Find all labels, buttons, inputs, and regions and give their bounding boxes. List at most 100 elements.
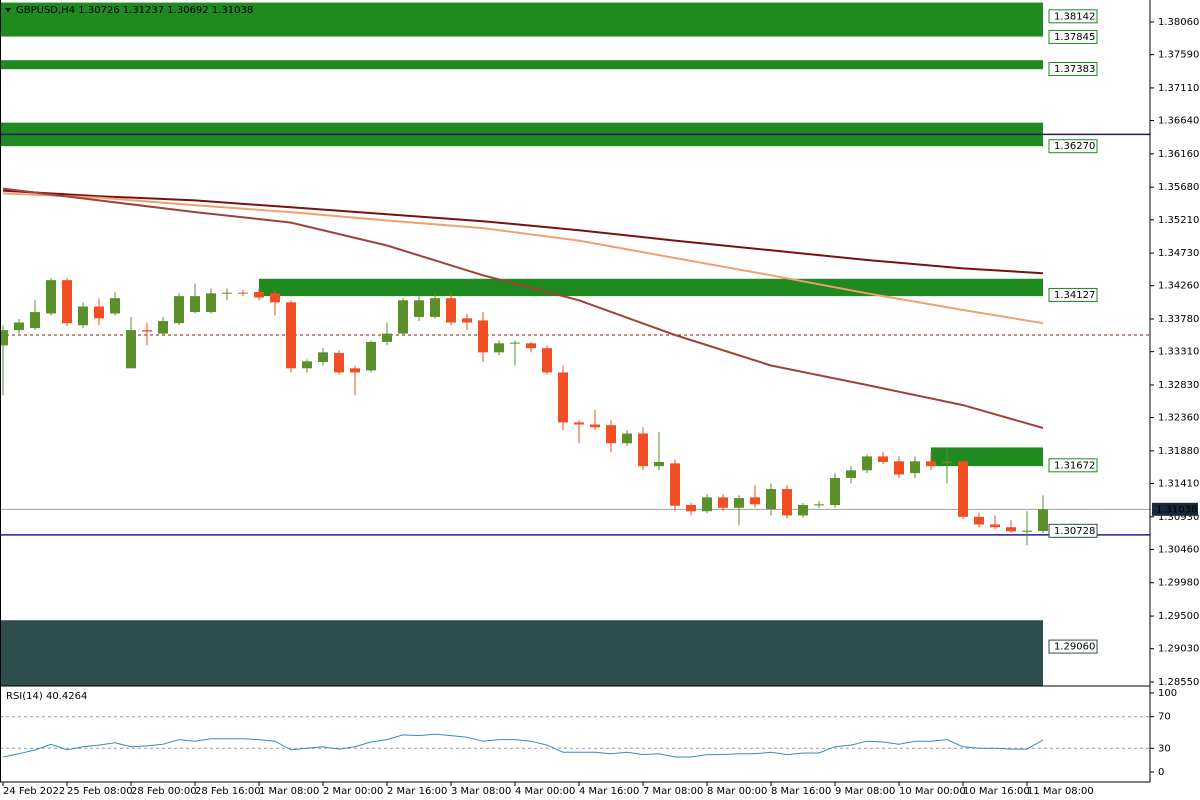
x-tick-label: 11 Mar 08:00 [1027,786,1094,797]
level-label-box [1048,639,1098,654]
price-panel: 1.38142 1.37845 1.37383 1.36270 1.34127 1.316… [0,2,1150,687]
rsi-y-tick-label: 30 [1158,743,1171,754]
x-tick-label: 10 Mar 16:00 [963,786,1030,797]
candle-body [494,343,504,353]
y-tick-label: 1.38060 [1158,17,1199,28]
y-tick-label: 1.31410 [1158,478,1199,489]
candle-body [574,422,584,425]
candle-body [910,461,920,474]
x-tick-label: 10 Mar 00:00 [899,786,966,797]
level-label-box [1048,139,1098,154]
candle-body [78,306,88,326]
last-price-label: 1.31038 [1156,504,1197,515]
candle-body [654,461,664,467]
y-tick-label: 1.30930 [1158,512,1199,523]
y-tick-label: 1.37590 [1158,50,1199,61]
candle-body [254,291,264,298]
level-label-box [1048,61,1098,76]
candle-body [1038,509,1048,531]
level-label: 1.30728 [1054,526,1095,537]
candle-body [478,320,488,353]
y-tick-label: 1.32360 [1158,413,1199,424]
x-tick-label: 2 Mar 16:00 [387,786,447,797]
y-tick-label: 1.32830 [1158,380,1199,391]
level-label-box [1048,458,1098,473]
candle-body [750,497,760,505]
level-label-box [1048,287,1098,302]
candle-body [1022,530,1032,532]
candle-body [142,330,152,332]
moving-average [2,187,1044,429]
x-tick-label: 2 Mar 00:00 [323,786,383,797]
candle-body [542,348,552,373]
level-label-box [1048,29,1098,44]
candle-body [718,497,728,508]
candle-body [174,296,184,324]
candle-body [734,498,744,508]
candle-body [46,280,56,314]
level-label: 1.31672 [1054,460,1095,471]
candle-body [30,312,40,329]
candle-body [334,353,344,373]
zone [0,620,1043,687]
zone [0,60,1043,70]
candle-body [526,343,536,349]
candle-body [702,497,712,512]
candle-body [974,516,984,525]
y-tick-label: 1.37110 [1158,83,1199,94]
y-tick-label: 1.29500 [1158,611,1199,622]
y-tick-label: 1.33780 [1158,314,1199,325]
candle-body [622,433,632,444]
candle-body [670,463,680,506]
candle-body [766,489,776,510]
y-tick-label: 1.33310 [1158,347,1199,358]
moving-average [2,189,1044,275]
zone [0,2,1043,37]
moving-average [2,192,1044,325]
y-tick-label: 1.34730 [1158,248,1199,259]
level-label: 1.34127 [1054,290,1095,301]
candle-body [510,342,520,344]
candle-body [782,489,792,516]
y-tick-label: 1.36160 [1158,149,1199,160]
x-tick-label: 28 Feb 00:00 [131,786,197,797]
rsi-y-tick-label: 70 [1158,712,1171,723]
candle-body [958,461,968,517]
x-tick-label: 25 Feb 08:00 [67,786,133,797]
candle-body [606,425,616,444]
y-tick-label: 1.30460 [1158,544,1199,555]
candle-body [206,293,216,313]
y-tick-label: 1.28550 [1158,677,1199,688]
level-label: 1.37383 [1054,64,1095,75]
candle-body [270,293,280,303]
level-label-box [1048,523,1098,538]
candle-body [14,322,24,331]
level-label: 1.37845 [1054,32,1095,43]
candle-body [126,330,136,369]
y-tick-label: 1.29980 [1158,578,1199,589]
candle-body [462,318,472,323]
x-tick-label: 4 Mar 16:00 [579,786,639,797]
candle-body [350,368,360,373]
candle-body [638,433,648,467]
candle-body [286,302,296,369]
level-label: 1.36270 [1054,141,1095,152]
candle-body [814,504,824,506]
chart-title: GBPUSD,H4 1.30726 1.31237 1.30692 1.3103… [16,5,253,16]
menu-icon[interactable] [5,8,11,12]
candle-body [414,300,424,317]
candle-body [1006,527,1016,532]
rsi-y-tick-label: 100 [1158,688,1177,699]
candle-body [558,372,568,423]
zone [259,278,1043,297]
x-tick-label: 7 Mar 08:00 [643,786,703,797]
candle-body [94,306,104,319]
x-tick-label: 3 Mar 08:00 [451,786,511,797]
candle-body [990,524,1000,528]
candle-body [238,292,248,294]
rsi-panel: RSI(14) 40.4264 100 70 30 0 [0,688,1177,778]
candle-body [110,298,120,314]
candle-body [446,298,456,323]
candle-body [686,505,696,512]
x-tick-label: 4 Mar 00:00 [515,786,575,797]
